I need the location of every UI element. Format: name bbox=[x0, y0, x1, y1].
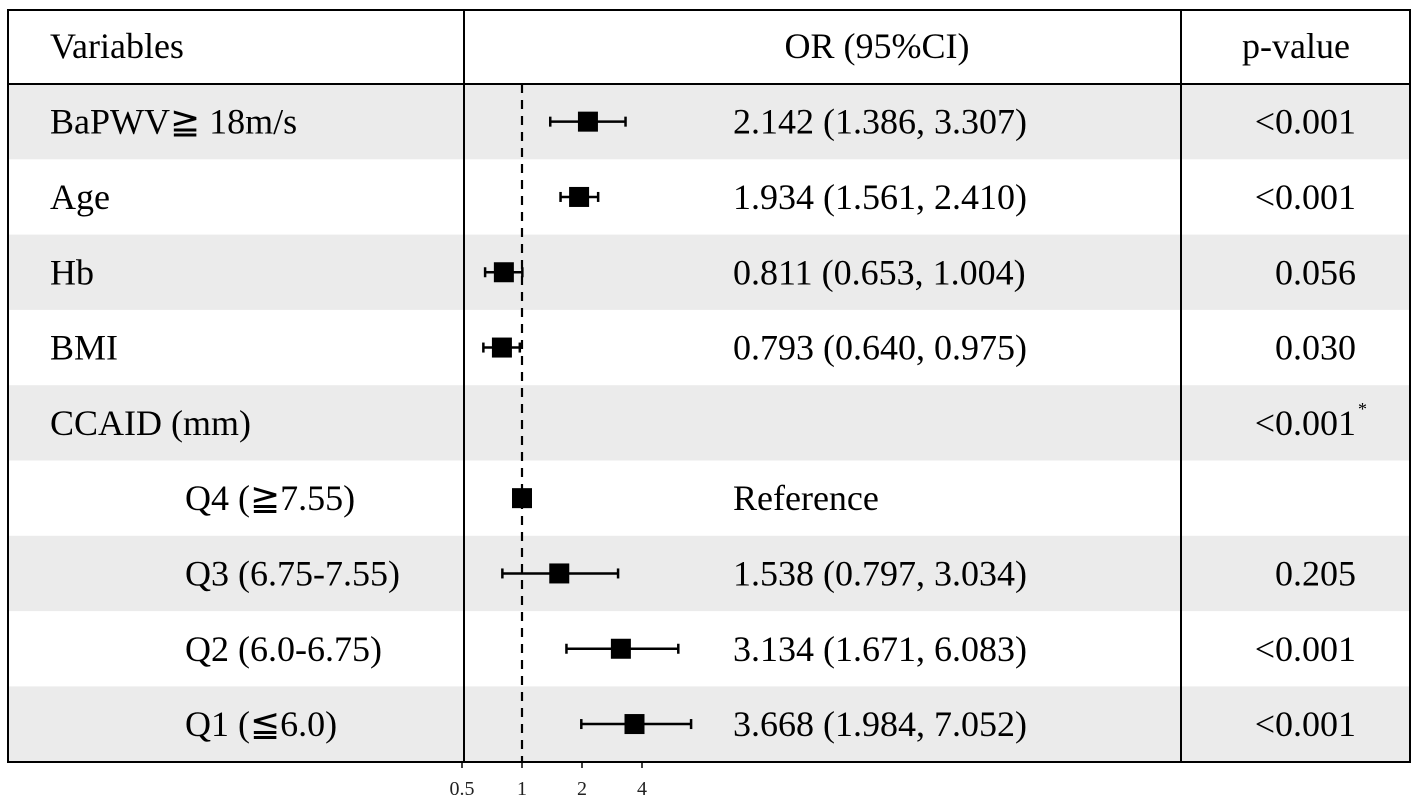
row-band bbox=[8, 84, 1410, 160]
x-tick-label: 0.5 bbox=[450, 778, 475, 800]
forest-marks bbox=[482, 111, 693, 735]
p-value: <0.001 bbox=[1255, 629, 1356, 669]
x-axis: 0.5 1 2 4 bbox=[450, 762, 647, 800]
p-value: 0.030 bbox=[1275, 328, 1356, 368]
row-label: BaPWV≧ 18m/s bbox=[50, 102, 297, 142]
table-border bbox=[7, 9, 1411, 763]
header-variables: Variables bbox=[50, 26, 184, 66]
or-point-marker bbox=[610, 638, 631, 659]
p-value: 0.205 bbox=[1275, 553, 1356, 593]
row-band bbox=[8, 234, 1410, 310]
or-ci-text: Reference bbox=[733, 478, 879, 518]
x-tick-label: 1 bbox=[517, 778, 527, 800]
or-point-marker bbox=[624, 714, 645, 735]
or-ci-text: 3.668 (1.984, 7.052) bbox=[733, 704, 1027, 744]
x-tick-label: 4 bbox=[637, 778, 647, 800]
header-p-value: p-value bbox=[1242, 26, 1350, 66]
or-ci-text: 1.538 (0.797, 3.034) bbox=[733, 553, 1027, 593]
row-label: Q3 (6.75-7.55) bbox=[185, 553, 400, 593]
or-ci-text: 1.934 (1.561, 2.410) bbox=[733, 177, 1027, 217]
row-label: Q2 (6.0-6.75) bbox=[185, 629, 382, 669]
p-value: <0.001 bbox=[1255, 403, 1356, 443]
row-bands bbox=[8, 84, 1410, 762]
p-value: 0.056 bbox=[1275, 252, 1356, 292]
or-point-marker bbox=[569, 186, 590, 207]
table-frame bbox=[7, 9, 1411, 763]
header-or: OR (95%CI) bbox=[785, 26, 970, 66]
or-ci-text: 0.811 (0.653, 1.004) bbox=[733, 252, 1026, 292]
row-label: Hb bbox=[50, 252, 94, 292]
row-band bbox=[8, 686, 1410, 762]
p-value-footnote-mark: * bbox=[1358, 399, 1367, 419]
or-point-marker bbox=[577, 111, 598, 132]
or-ci-text: 3.134 (1.671, 6.083) bbox=[733, 629, 1027, 669]
or-ci-text: 0.793 (0.640, 0.975) bbox=[733, 328, 1027, 368]
row-label: CCAID (mm) bbox=[50, 403, 251, 443]
row-band bbox=[8, 385, 1410, 461]
or-point-marker bbox=[491, 337, 512, 358]
p-value: <0.001 bbox=[1255, 177, 1356, 217]
or-ci-text: 2.142 (1.386, 3.307) bbox=[733, 102, 1027, 142]
row-label: BMI bbox=[50, 328, 118, 368]
or-point-marker bbox=[549, 563, 570, 584]
x-tick-label: 2 bbox=[577, 778, 587, 800]
or-point-marker bbox=[512, 488, 532, 509]
p-value: <0.001 bbox=[1255, 102, 1356, 142]
row-label: Age bbox=[50, 177, 110, 217]
row-label: Q1 (≦6.0) bbox=[185, 704, 337, 744]
or-point-marker bbox=[493, 262, 514, 283]
row-label: Q4 (≧7.55) bbox=[185, 478, 355, 518]
row-band bbox=[8, 535, 1410, 612]
p-value: <0.001 bbox=[1255, 704, 1356, 744]
table-rows: BaPWV≧ 18m/s 2.142 (1.386, 3.307) <0.001 Ag… bbox=[50, 102, 1367, 744]
